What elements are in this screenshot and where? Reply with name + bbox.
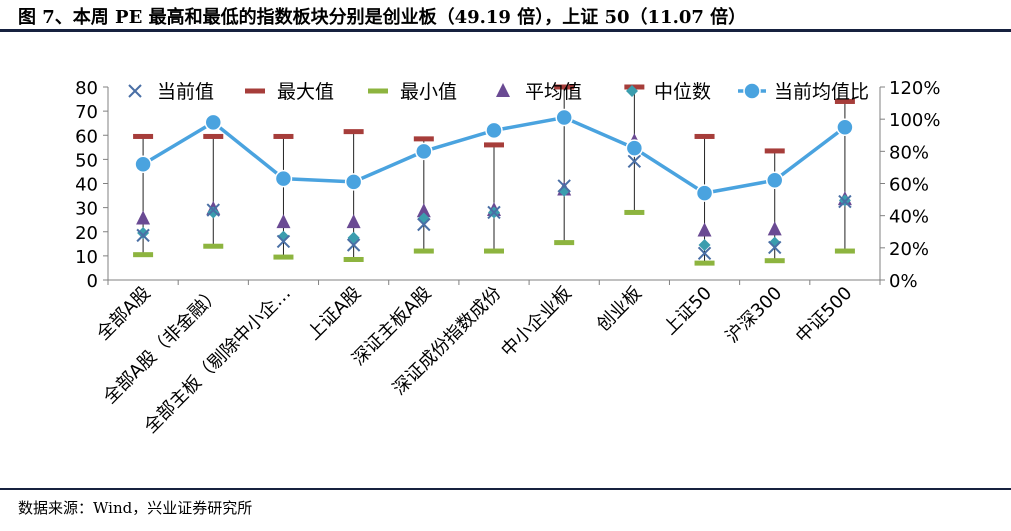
x-tick-label: 上证50	[660, 283, 717, 340]
legend: 当前值 最大值 最小值 平均值 中位数 当前均值比	[128, 81, 869, 103]
data-point-triangle	[767, 221, 782, 236]
ratio-point	[274, 169, 293, 188]
right-tick-label: 80%	[889, 142, 929, 163]
ratio-point	[485, 121, 503, 140]
x-tick-label: 沪深300	[722, 283, 787, 348]
legend-marker	[245, 88, 265, 94]
data-point-diamond	[207, 206, 220, 219]
ratio-point	[344, 173, 363, 191]
bottom-rule	[0, 488, 1011, 490]
left-tick-label: 30	[75, 199, 98, 220]
right-tick-label: 20%	[889, 239, 929, 260]
legend-marker	[128, 84, 142, 98]
data-point-x	[697, 246, 712, 261]
data-point-x	[136, 228, 150, 243]
legend-marker	[368, 88, 388, 94]
right-tick-label: 100%	[889, 110, 940, 131]
x-tick-label: 全部主板（剔除中小企…	[140, 283, 295, 438]
ratio-point	[134, 155, 152, 173]
left-tick-label: 70	[75, 102, 98, 123]
data-point-dash	[484, 142, 504, 148]
left-tick-label: 50	[75, 150, 98, 171]
ratio-point	[836, 118, 854, 136]
legend-marker	[626, 85, 638, 97]
x-tick-label: 全部A股	[93, 283, 155, 345]
ratio-point	[415, 142, 433, 161]
data-point-dash	[694, 133, 715, 139]
data-point-dash	[343, 256, 364, 262]
x-tick-label: 全部A股（非金融）	[99, 283, 224, 408]
data-point-dash	[273, 254, 294, 260]
data-point-dash	[413, 248, 434, 254]
data-point-triangle	[136, 210, 151, 225]
legend-label: 最小值	[400, 81, 457, 103]
right-tick-label: 0%	[889, 271, 918, 292]
top-rule	[0, 29, 1011, 32]
data-point-triangle	[416, 203, 431, 218]
data-point-diamond	[698, 239, 711, 252]
data-point-dash	[413, 136, 434, 142]
legend-marker	[496, 83, 510, 97]
data-point-dash	[484, 248, 504, 254]
data-point-dash	[343, 129, 364, 135]
x-tick-label: 创业板	[593, 283, 646, 336]
right-tick-label: 120%	[889, 78, 940, 99]
axes: 0 10 20 30 40 50 60 70 80 0% 20% 40% 60% 80% 100% 120% 全…	[75, 78, 940, 438]
ratio-point	[765, 171, 784, 190]
data-point-dash	[554, 84, 575, 90]
data-point-x	[346, 238, 361, 252]
data-point-dash	[834, 248, 855, 254]
data-point-x	[276, 234, 291, 249]
data-point-dash	[133, 252, 154, 258]
x-tick-label: 中小企业板	[497, 283, 575, 361]
data-point-dash	[764, 258, 785, 264]
legend-label: 平均值	[525, 81, 582, 103]
data-point-dash	[624, 209, 645, 215]
right-tick-label: 60%	[889, 175, 929, 196]
data-point-x	[838, 194, 852, 209]
data-point-dash	[133, 133, 154, 139]
left-tick-label: 80	[75, 78, 98, 99]
data-point-triangle	[276, 214, 291, 229]
source-note: 数据来源：Wind，兴业证券研究所	[18, 499, 253, 517]
left-tick-label: 0	[87, 271, 98, 292]
data-point-dash	[554, 240, 575, 246]
data-point-x	[627, 154, 642, 169]
x-tick-label: 中证500	[792, 283, 857, 348]
left-tick-label: 20	[75, 223, 98, 244]
ratio-point	[625, 139, 644, 157]
ratio-point	[695, 184, 714, 202]
legend-label: 最大值	[277, 81, 334, 103]
data-point-dash	[834, 98, 855, 104]
chart-title: 图 7、本周 PE 最高和最低的指数板块分别是创业板（49.19 倍），上证 5…	[18, 7, 747, 28]
left-tick-label: 40	[75, 175, 98, 196]
right-tick-label: 40%	[889, 207, 929, 228]
left-tick-label: 10	[75, 247, 98, 268]
data-point-dash	[764, 148, 785, 154]
data-point-x	[557, 179, 571, 193]
legend-label: 当前值	[157, 81, 214, 103]
data-point-x	[417, 217, 431, 232]
data-point-x	[768, 240, 782, 255]
ratio-point	[555, 108, 573, 127]
data-point-dash	[273, 133, 294, 139]
legend-marker	[743, 82, 761, 100]
data-point-x	[206, 203, 220, 217]
left-tick-label: 60	[75, 126, 98, 147]
data-point-dash	[203, 133, 224, 139]
legend-label: 当前均值比	[774, 81, 869, 103]
data-point-triangle	[697, 222, 712, 237]
series-marks	[133, 84, 855, 266]
x-tick-label: 上证A股	[303, 283, 365, 345]
range-whiskers	[142, 87, 846, 264]
legend-label: 中位数	[654, 81, 711, 103]
data-point-triangle	[346, 214, 361, 229]
data-point-x	[487, 205, 501, 220]
data-point-dash	[694, 260, 715, 266]
data-point-dash	[203, 243, 224, 249]
data-point-diamond	[137, 226, 150, 239]
ratio-point	[204, 113, 223, 132]
data-point-dash	[624, 84, 645, 90]
